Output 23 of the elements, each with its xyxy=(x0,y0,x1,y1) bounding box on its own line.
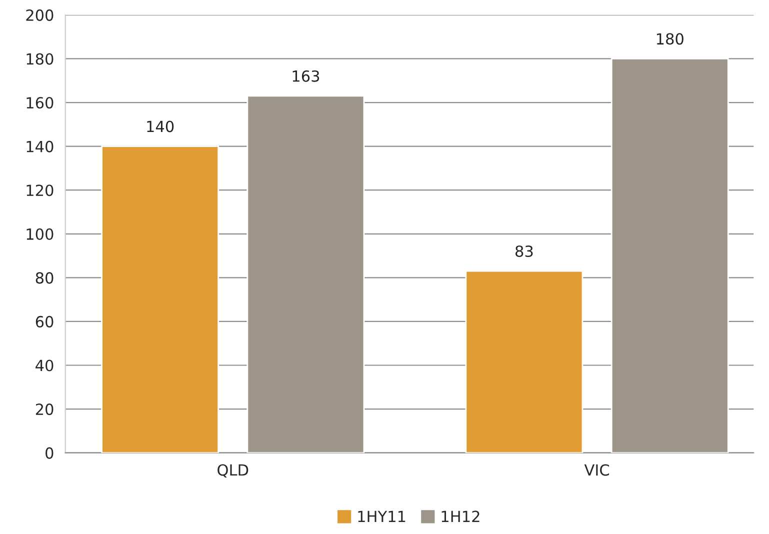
legend-label: 1HY11 xyxy=(358,510,406,522)
data-label: 140 xyxy=(147,120,174,132)
y-tick-label: 40 xyxy=(36,360,54,372)
y-tick-label: 20 xyxy=(36,404,54,416)
data-label: 83 xyxy=(516,245,533,258)
x-tick-label: QLD xyxy=(218,464,248,478)
y-tick-label: 60 xyxy=(36,316,54,328)
y-tick-label: 120 xyxy=(26,184,54,196)
bar xyxy=(610,58,729,453)
y-tick-label: 100 xyxy=(26,228,54,240)
y-tick-label: 200 xyxy=(26,9,54,21)
y-tick-label: 160 xyxy=(26,96,54,109)
data-label: 163 xyxy=(292,70,320,82)
data-label: 180 xyxy=(656,33,684,45)
y-tick-label: 0 xyxy=(46,447,54,459)
y-tick-label: 80 xyxy=(36,272,54,284)
bar xyxy=(101,146,220,453)
bar xyxy=(246,95,365,453)
y-tick-label: 140 xyxy=(26,140,54,152)
x-tick-label: VIC xyxy=(584,464,610,476)
legend-label: 1H12 xyxy=(442,510,480,522)
bar xyxy=(465,270,584,453)
y-tick-label: 180 xyxy=(26,53,54,65)
